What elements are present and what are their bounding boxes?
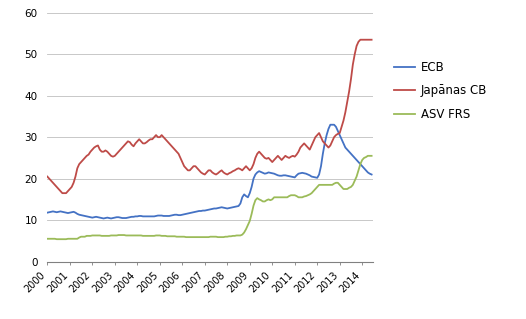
ASV FRS: [44, 237, 50, 241]
ECB: [48, 210, 54, 214]
ECB: [44, 211, 50, 215]
ASV FRS: [365, 154, 371, 158]
ASV FRS: [368, 154, 375, 158]
ECB: [220, 206, 227, 210]
Line: Japānas CB: Japānas CB: [47, 40, 371, 193]
ECB: [368, 173, 375, 176]
Line: ECB: ECB: [47, 125, 371, 219]
Japānas CB: [80, 158, 86, 162]
Japānas CB: [220, 170, 227, 174]
Line: ASV FRS: ASV FRS: [47, 156, 371, 239]
Japānas CB: [59, 191, 66, 195]
ASV FRS: [80, 235, 86, 239]
ECB: [100, 217, 107, 220]
Japānas CB: [286, 156, 292, 160]
ASV FRS: [48, 237, 54, 241]
ASV FRS: [286, 194, 292, 198]
ASV FRS: [260, 200, 266, 204]
ECB: [286, 174, 292, 178]
Japānas CB: [260, 154, 266, 158]
ECB: [327, 123, 333, 127]
ECB: [260, 171, 266, 175]
ASV FRS: [220, 235, 227, 239]
Japānas CB: [357, 38, 363, 41]
Legend: ECB, Japānas CB, ASV FRS: ECB, Japānas CB, ASV FRS: [389, 56, 492, 126]
Japānas CB: [48, 179, 54, 182]
ECB: [57, 210, 64, 213]
ASV FRS: [54, 237, 60, 241]
Japānas CB: [368, 38, 375, 41]
Japānas CB: [44, 175, 50, 179]
ECB: [78, 213, 84, 217]
ASV FRS: [59, 237, 66, 241]
Japānas CB: [57, 189, 64, 193]
